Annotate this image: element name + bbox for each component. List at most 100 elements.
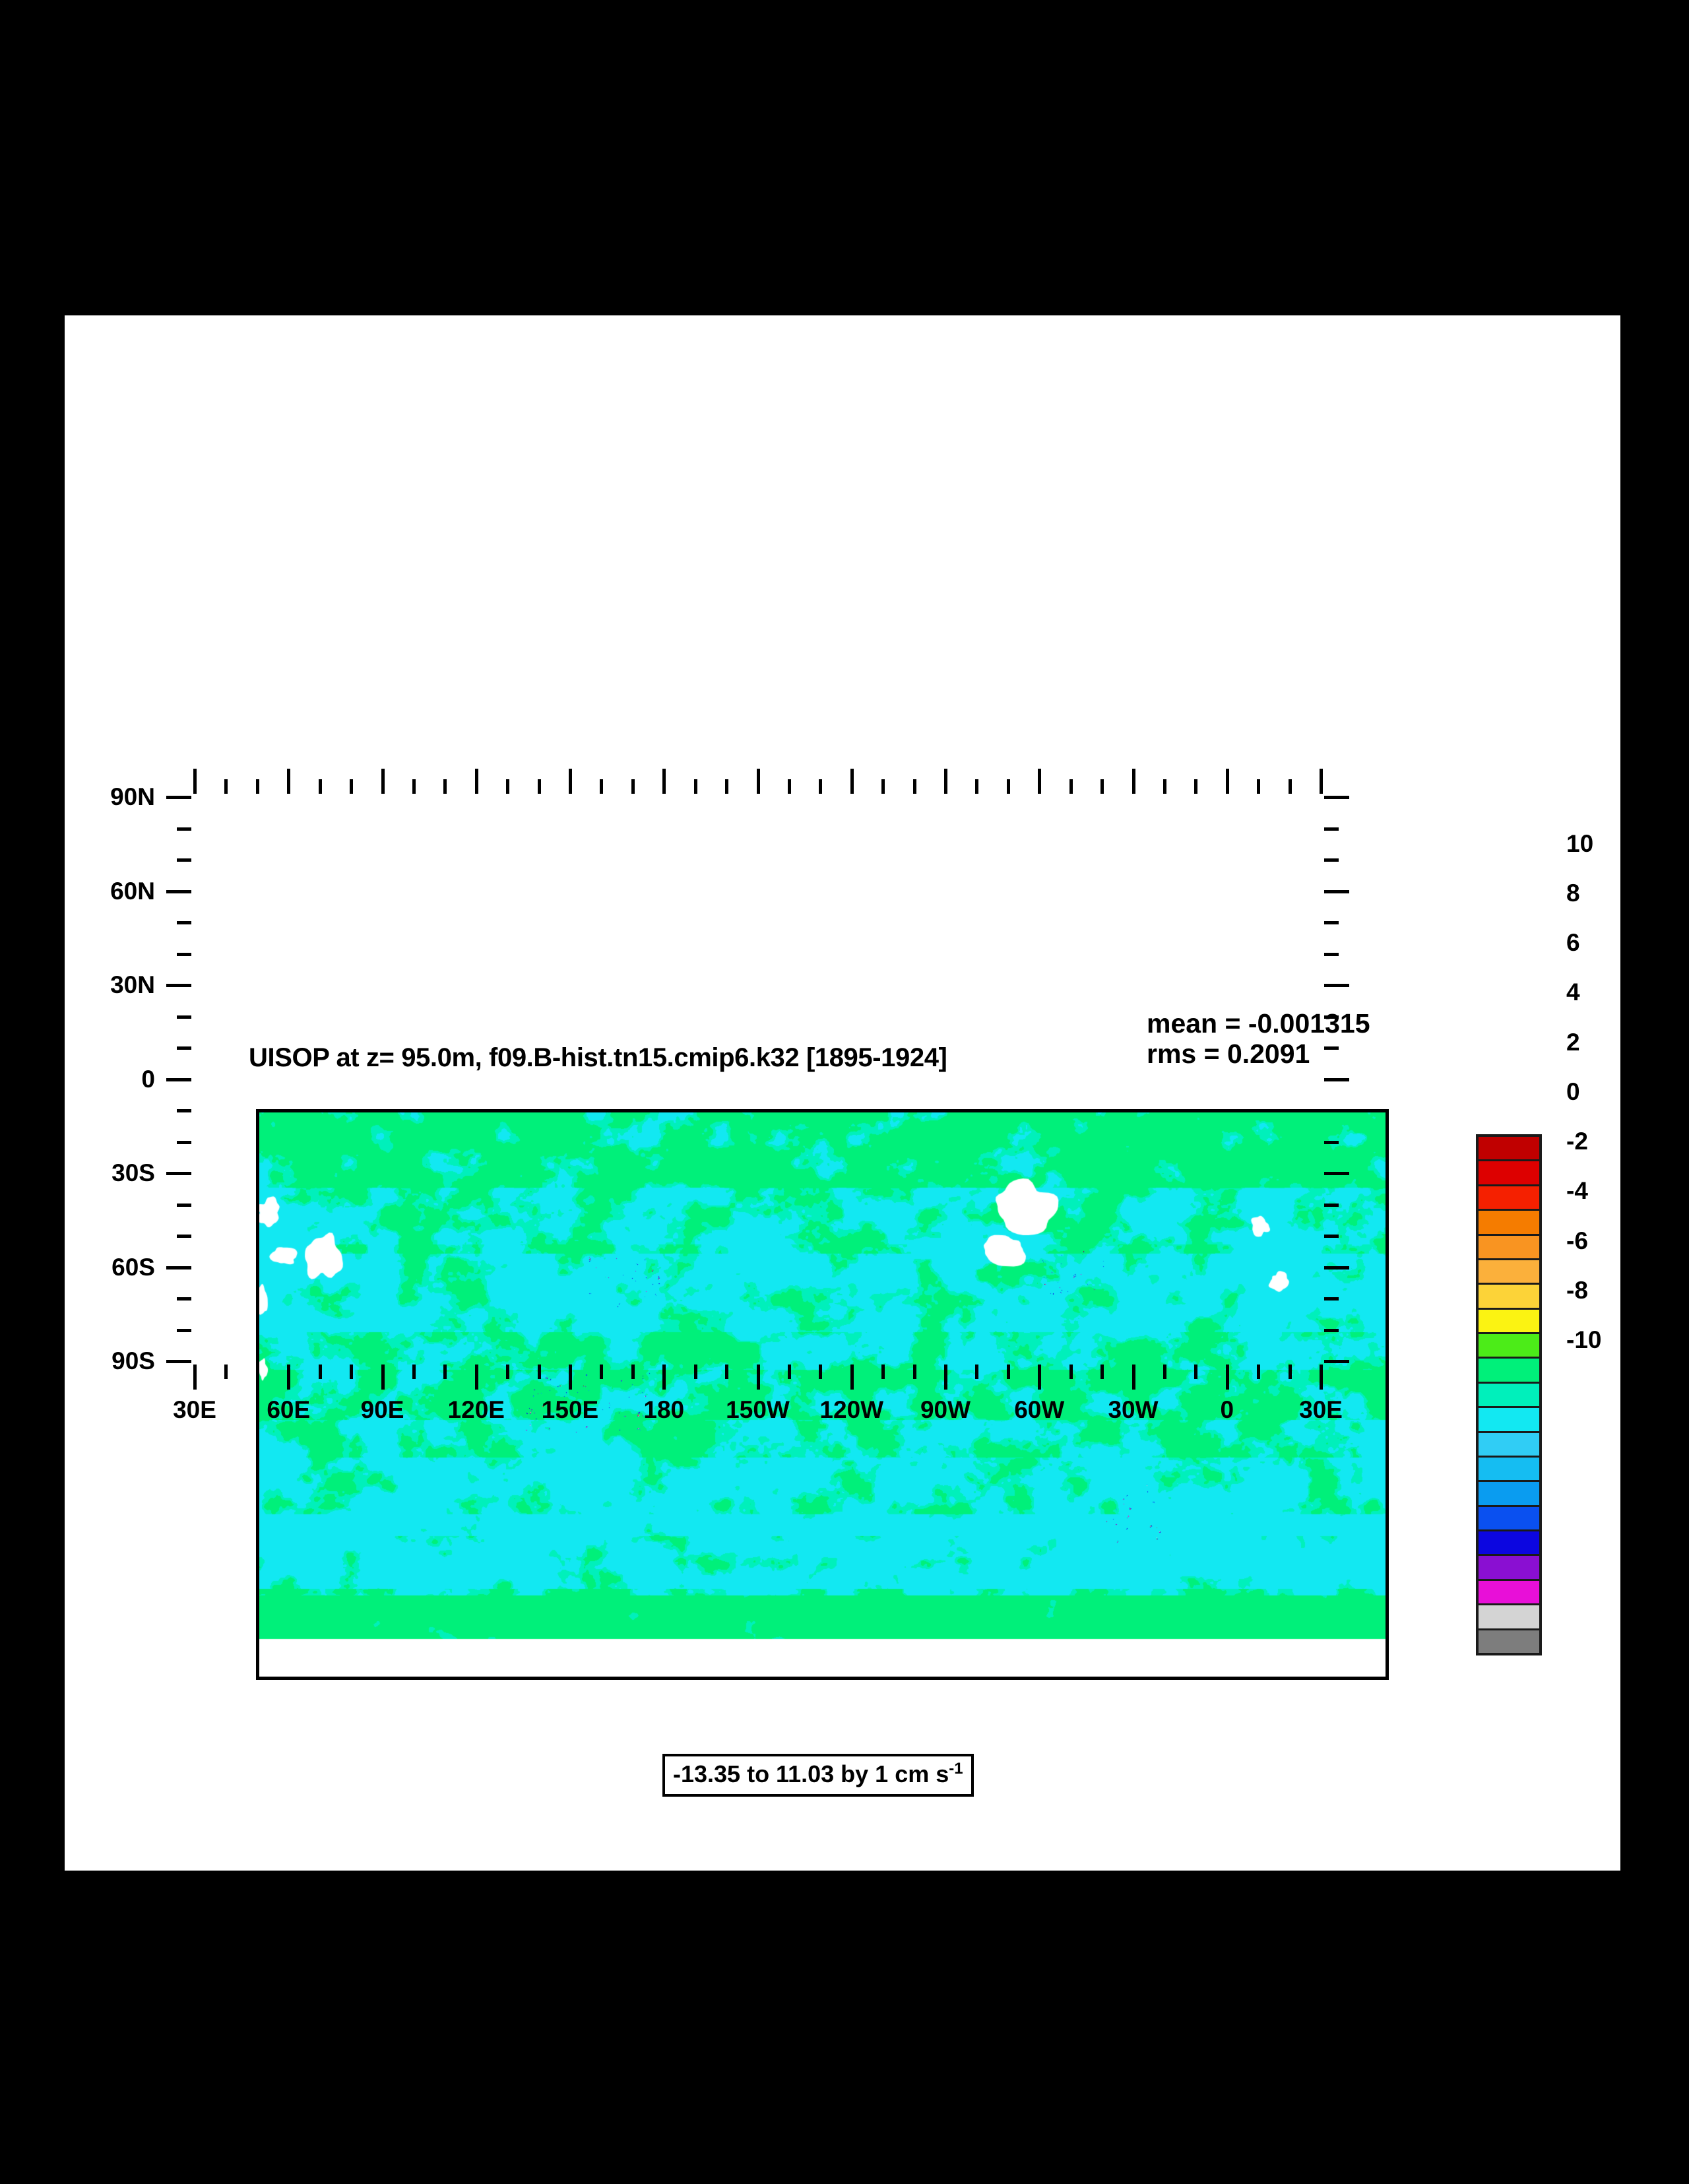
caption-exponent: -1 xyxy=(949,1760,963,1778)
tick-mark xyxy=(757,1365,760,1390)
tick-mark xyxy=(1226,769,1229,794)
tick-mark xyxy=(319,1365,322,1379)
x-axis-label: 60E xyxy=(267,1396,311,1423)
tick-mark xyxy=(1324,1078,1349,1081)
y-axis-label: 30N xyxy=(110,971,155,998)
tick-mark xyxy=(819,1365,822,1379)
colorbar-cell xyxy=(1479,1531,1539,1557)
tick-mark xyxy=(631,1365,635,1379)
colorbar-cell xyxy=(1479,1137,1539,1162)
tick-mark xyxy=(881,779,885,794)
colorbar-tick-label: 6 xyxy=(1566,929,1580,957)
tick-mark xyxy=(975,779,978,794)
range-caption: -13.35 to 11.03 by 1 cm s-1 xyxy=(662,1754,974,1797)
tick-mark xyxy=(506,1365,509,1379)
colorbar-tick-label: -8 xyxy=(1566,1276,1588,1304)
tick-mark xyxy=(694,1365,697,1379)
y-axis-label: 90N xyxy=(110,783,155,810)
y-axis-label: 30S xyxy=(112,1159,155,1186)
tick-mark xyxy=(1324,921,1339,924)
tick-mark xyxy=(662,1365,666,1390)
tick-mark xyxy=(166,1360,191,1363)
tick-mark xyxy=(975,1365,978,1379)
colorbar-tick-label: 8 xyxy=(1566,879,1580,907)
tick-mark xyxy=(819,779,822,794)
tick-mark xyxy=(662,769,666,794)
x-axis-label: 120E xyxy=(447,1396,505,1423)
tick-mark xyxy=(538,1365,541,1379)
tick-mark xyxy=(287,769,290,794)
tick-mark xyxy=(166,1078,191,1081)
tick-mark xyxy=(475,1365,478,1390)
colorbar-tick-label: -10 xyxy=(1566,1326,1602,1353)
tick-mark xyxy=(412,779,416,794)
tick-mark xyxy=(1257,779,1260,794)
plot-title: UISOP at z= 95.0m, f09.B-hist.tn15.cmip6… xyxy=(249,1043,947,1072)
colorbar-tick-label: 10 xyxy=(1566,829,1594,857)
y-axis-label: 0 xyxy=(141,1065,155,1093)
y-axis-label: 60S xyxy=(112,1253,155,1281)
mean-value: mean = -0.001315 xyxy=(1147,1008,1370,1039)
tick-mark xyxy=(757,769,760,794)
colorbar-tick-label: 2 xyxy=(1566,1028,1580,1056)
tick-mark xyxy=(256,1365,259,1379)
y-axis-label: 60N xyxy=(110,877,155,905)
tick-mark xyxy=(177,827,191,831)
tick-mark xyxy=(224,779,228,794)
colorbar-tick-label: -4 xyxy=(1566,1177,1588,1205)
x-axis-label: 120W xyxy=(819,1396,884,1423)
tick-mark xyxy=(381,769,385,794)
tick-mark xyxy=(177,1297,191,1301)
tick-mark xyxy=(1324,953,1339,956)
colorbar-cell xyxy=(1479,1359,1539,1384)
tick-mark xyxy=(1226,1365,1229,1390)
tick-mark xyxy=(944,769,947,794)
tick-mark xyxy=(177,1329,191,1332)
colorbar-cell xyxy=(1479,1408,1539,1433)
tick-mark xyxy=(913,1365,916,1379)
tick-mark xyxy=(600,779,603,794)
tick-mark xyxy=(1324,1015,1339,1019)
tick-mark xyxy=(1324,1141,1339,1144)
tick-mark xyxy=(506,779,509,794)
tick-mark xyxy=(443,779,447,794)
x-axis-label: 150E xyxy=(541,1396,599,1423)
tick-mark xyxy=(412,1365,416,1379)
colorbar-cell xyxy=(1479,1556,1539,1581)
map-field-canvas xyxy=(259,1112,1386,1677)
colorbar-cell xyxy=(1479,1482,1539,1507)
tick-mark xyxy=(166,890,191,893)
colorbar-cell xyxy=(1479,1457,1539,1483)
tick-mark xyxy=(1324,796,1349,799)
tick-mark xyxy=(1324,890,1349,893)
tick-mark xyxy=(850,1365,854,1390)
colorbar-cell xyxy=(1479,1211,1539,1236)
colorbar-tick-label: -6 xyxy=(1566,1227,1588,1254)
x-axis-label: 150W xyxy=(726,1396,790,1423)
tick-mark xyxy=(475,769,478,794)
tick-mark xyxy=(944,1365,947,1390)
tick-mark xyxy=(1324,1172,1349,1175)
rms-value: rms = 0.2091 xyxy=(1147,1038,1310,1069)
colorbar-tick-label: 0 xyxy=(1566,1077,1580,1105)
colorbar-cell xyxy=(1479,1432,1539,1458)
tick-mark xyxy=(788,1365,791,1379)
x-axis-label: 30E xyxy=(1299,1396,1343,1423)
tick-mark xyxy=(1320,1365,1323,1390)
tick-mark xyxy=(1324,1204,1339,1207)
colorbar-cell xyxy=(1479,1186,1539,1211)
tick-mark xyxy=(1163,779,1166,794)
tick-mark xyxy=(1163,1365,1166,1379)
tick-mark xyxy=(1324,1046,1339,1050)
tick-mark xyxy=(319,779,322,794)
tick-mark xyxy=(287,1365,290,1390)
tick-mark xyxy=(1100,1365,1104,1379)
tick-mark xyxy=(350,779,353,794)
tick-mark xyxy=(1289,1365,1292,1379)
tick-mark xyxy=(193,1365,197,1390)
tick-mark xyxy=(1324,1297,1339,1301)
tick-mark xyxy=(850,769,854,794)
colorbar-cell xyxy=(1479,1506,1539,1531)
tick-mark xyxy=(725,779,728,794)
map-data-area xyxy=(259,1112,1386,1677)
